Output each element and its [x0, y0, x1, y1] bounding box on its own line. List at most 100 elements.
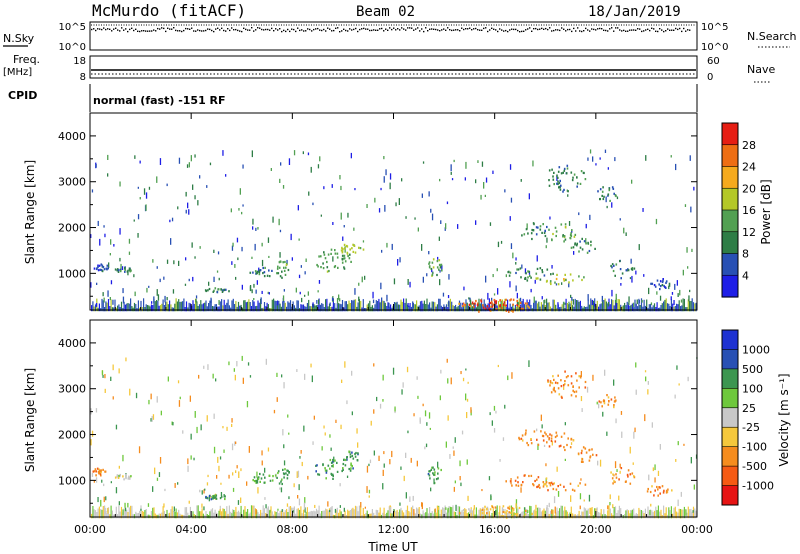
- scatter-cell: [200, 511, 202, 519]
- scatter-cell: [148, 305, 150, 312]
- scatter-cell: [374, 304, 376, 312]
- scatter-cell: [422, 510, 424, 519]
- scatter-cell: [469, 299, 472, 305]
- scatter-blob-cell: [268, 275, 271, 278]
- scatter-cell: [377, 510, 379, 519]
- nsky-point: [345, 29, 347, 32]
- scatter-blob-cell: [283, 476, 285, 479]
- scatter-blob-cell: [576, 242, 578, 245]
- scatter-blob-cell: [582, 460, 584, 463]
- scatter-cell: [548, 502, 550, 508]
- scatter-blob-cell: [543, 231, 546, 234]
- scatter-cell: [617, 510, 619, 519]
- scatter-cell: [578, 301, 580, 312]
- scatter-cell: [153, 296, 155, 304]
- scatter-cell: [146, 287, 148, 293]
- nsky-point: [317, 27, 319, 30]
- scatter-cell: [174, 483, 176, 488]
- scatter-blob-cell: [343, 257, 345, 260]
- scatter-cell: [148, 514, 150, 519]
- nsky-point: [677, 28, 679, 31]
- scatter-blob-cell: [555, 277, 558, 281]
- scatter-cell: [104, 233, 106, 238]
- scatter-cell: [517, 302, 520, 305]
- scatter-cell: [318, 505, 320, 519]
- scatter-cell: [680, 299, 683, 303]
- scatter-cell: [327, 306, 329, 312]
- scatter-cell: [619, 218, 621, 221]
- scatter-blob-cell: [519, 267, 522, 270]
- nsky-point: [217, 27, 219, 29]
- scatter-blob-cell: [253, 480, 256, 483]
- scatter-cell: [611, 299, 613, 312]
- nsky-point: [311, 30, 313, 32]
- scatter-cell: [227, 299, 229, 312]
- scatter-cell: [637, 514, 639, 519]
- nsky-point: [371, 29, 373, 32]
- scatter-cell: [562, 510, 565, 519]
- scatter-blob-cell: [578, 375, 580, 378]
- scatter-blob-cell: [433, 473, 436, 476]
- nsky-point: [685, 30, 687, 32]
- scatter-cell: [224, 304, 227, 312]
- nsky-point: [185, 27, 187, 30]
- velocity-colorbar: Velocity [m s⁻¹] 100050010025-25-100-500…: [721, 329, 791, 506]
- scatter-cell: [173, 506, 175, 512]
- scatter-cell: [131, 306, 133, 312]
- scatter-cell: [422, 403, 424, 407]
- scatter-cell: [140, 505, 142, 519]
- nsky-point: [139, 30, 141, 33]
- scatter-cell: [236, 511, 238, 519]
- nsky-point: [321, 29, 323, 32]
- scatter-blob-cell: [658, 486, 660, 489]
- scatter-cell: [90, 282, 92, 288]
- nsky-point: [99, 28, 101, 30]
- scatter-cell: [635, 303, 637, 312]
- scatter-blob-cell: [287, 469, 289, 472]
- scatter-cell: [348, 510, 350, 519]
- scatter-cell: [127, 303, 129, 312]
- scatter-cell: [655, 218, 658, 225]
- scatter-blob-cell: [117, 476, 120, 479]
- scatter-blob-cell: [458, 512, 461, 515]
- scatter-cell: [128, 251, 131, 255]
- scatter-cell: [409, 303, 411, 312]
- velocity-colorbar-tick: -500: [742, 460, 767, 473]
- scatter-blob-cell: [550, 437, 553, 440]
- scatter-cell: [231, 513, 233, 519]
- scatter-cell: [643, 299, 645, 312]
- scatter-cell: [410, 457, 412, 463]
- scatter-blob-cell: [584, 380, 587, 384]
- scatter-blob-cell: [557, 176, 559, 179]
- scatter-cell: [384, 514, 386, 519]
- scatter-blob-cell: [548, 482, 551, 485]
- scatter-cell: [636, 299, 638, 304]
- scatter-cell: [405, 452, 407, 458]
- scatter-cell: [445, 507, 447, 510]
- scatter-cell: [621, 431, 623, 438]
- scatter-blob-cell: [570, 375, 573, 378]
- scatter-cell: [449, 454, 451, 459]
- scatter-blob-cell: [343, 266, 345, 269]
- scatter-blob-cell: [557, 387, 560, 390]
- scatter-cell: [660, 509, 662, 519]
- colorbar-frame: [721, 329, 739, 506]
- scatter-cell: [428, 191, 430, 197]
- nsearch-label: N.Search: [747, 30, 797, 43]
- scatter-cell: [485, 275, 487, 283]
- scatter-blob-cell: [584, 447, 587, 450]
- scatter-cell: [338, 303, 340, 312]
- scatter-cell: [412, 302, 414, 309]
- scatter-blob-cell: [258, 273, 261, 276]
- scatter-cell: [343, 514, 345, 519]
- scatter-cell: [121, 266, 124, 270]
- scatter-cell: [104, 507, 106, 515]
- scatter-cell: [674, 394, 676, 399]
- scatter-cell: [167, 513, 169, 519]
- nsky-point: [517, 29, 519, 32]
- scatter-blob-cell: [205, 495, 207, 499]
- scatter-blob-cell: [106, 264, 109, 267]
- scatter-cell: [188, 278, 190, 282]
- scatter-cell: [694, 303, 696, 312]
- scatter-blob-cell: [344, 464, 347, 467]
